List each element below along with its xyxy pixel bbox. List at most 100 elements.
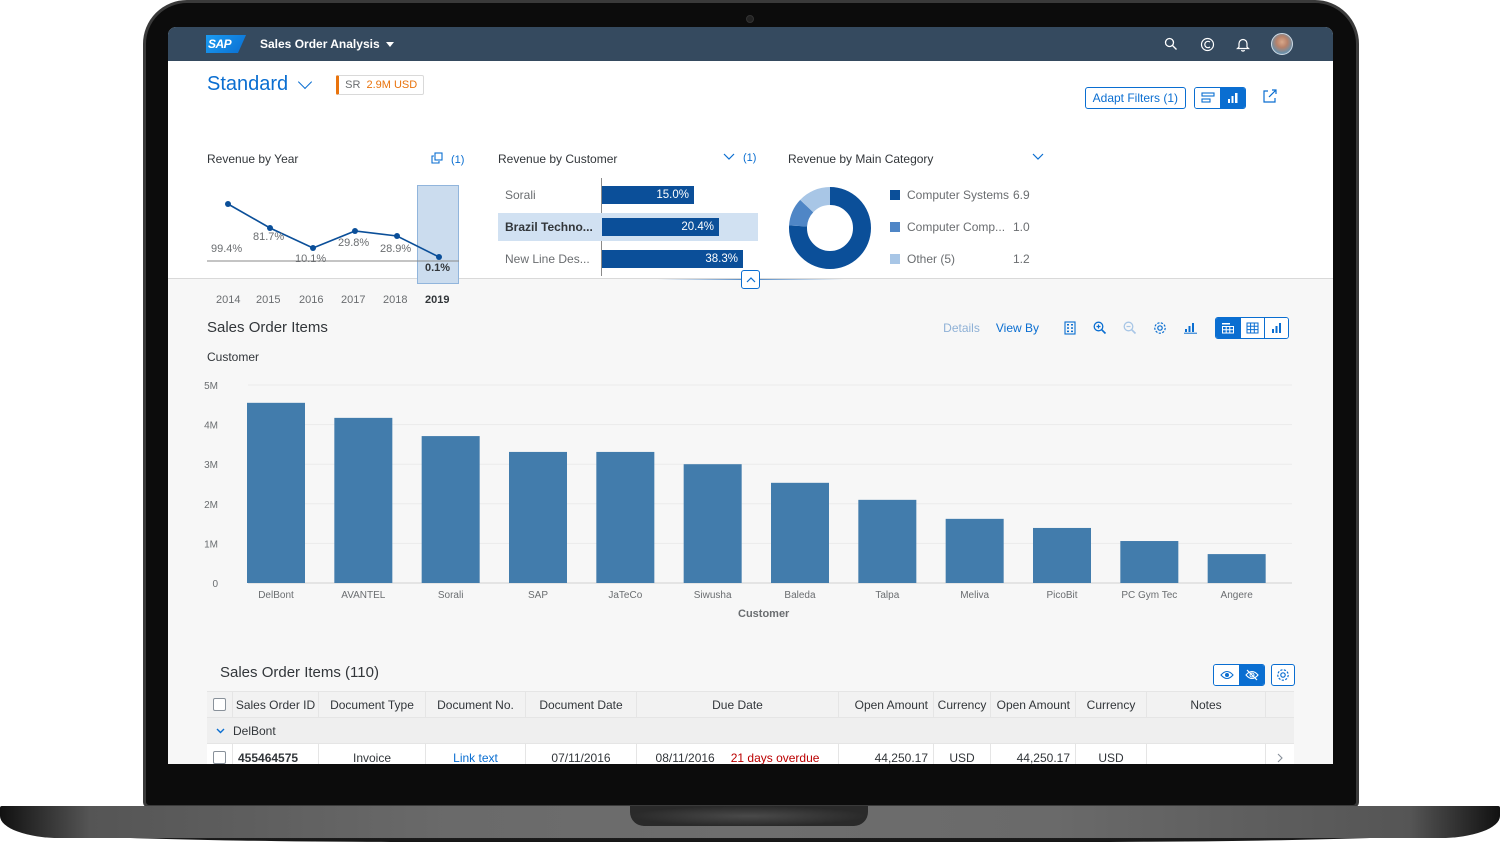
legend-item[interactable]: Other (5) 1.2	[890, 252, 1040, 266]
year-tick: 2015	[256, 294, 281, 306]
document-no-link[interactable]: Link text	[426, 744, 526, 764]
customer-bar-row[interactable]: Sorali 15.0%	[498, 181, 758, 209]
revenue-by-year-card[interactable]: Revenue by Year (1)	[207, 152, 467, 166]
filter-count: (1)	[743, 152, 757, 164]
details-button[interactable]: Details	[943, 321, 980, 335]
legend-item[interactable]: Computer Systems 6.9	[890, 188, 1040, 202]
show-details-eye-icon[interactable]	[1214, 665, 1239, 685]
column-header[interactable]: Notes	[1147, 692, 1266, 717]
select-all-checkbox[interactable]	[213, 698, 226, 711]
revenue-by-customer-chart: Sorali 15.0% Brazil Techno... 20.4% New …	[498, 178, 758, 278]
chevron-down-icon[interactable]	[723, 152, 735, 164]
chart-view-icon[interactable]	[1264, 318, 1288, 338]
customer-bar: 20.4%	[602, 218, 719, 236]
bar[interactable]	[683, 464, 742, 583]
customer-name: Sorali	[505, 188, 536, 202]
kpi-tag[interactable]: SR 2.9M USD	[336, 74, 425, 95]
search-icon[interactable]	[1163, 36, 1179, 52]
column-header[interactable]: Open Amount	[991, 692, 1076, 717]
settings-gear-icon[interactable]	[1145, 317, 1175, 339]
overdue-status: 21 days overdue	[730, 750, 820, 765]
bar[interactable]	[945, 518, 1004, 583]
bar[interactable]	[1033, 527, 1091, 583]
column-header[interactable]: Open Amount	[839, 692, 934, 717]
column-header[interactable]: Due Date	[637, 692, 839, 717]
y-axis-tick: 3M	[204, 460, 218, 471]
zoom-out-icon[interactable]	[1115, 317, 1145, 339]
chevron-down-icon[interactable]	[1032, 152, 1044, 164]
customer-bar-row[interactable]: New Line Des... 38.3%	[498, 245, 758, 273]
y-axis-tick: 4M	[204, 421, 218, 432]
column-header[interactable]: Document Type	[319, 692, 426, 717]
currency: USD	[1076, 744, 1147, 764]
column-header[interactable]: Document Date	[526, 692, 637, 717]
notification-bell-icon[interactable]	[1235, 36, 1251, 52]
column-header[interactable]: Currency	[934, 692, 991, 717]
customer-bar-row-selected[interactable]: Brazil Techno... 20.4%	[498, 213, 758, 241]
donut-chart[interactable]	[788, 186, 872, 270]
notes	[1147, 744, 1266, 764]
year-tick-selected: 2019	[425, 294, 450, 306]
sap-logo[interactable]: SAP	[206, 35, 246, 53]
app-title-menu[interactable]: Sales Order Analysis	[260, 37, 394, 51]
bar[interactable]	[509, 451, 567, 583]
bar[interactable]	[334, 417, 393, 583]
sales-order-items-table: Sales Order ID Document Type Document No…	[207, 691, 1294, 764]
table-view-icon[interactable]	[1240, 318, 1264, 338]
bar[interactable]	[247, 402, 305, 583]
card-title: Revenue by Main Category	[788, 152, 934, 166]
variant-title[interactable]: Standard	[207, 73, 289, 95]
view-by-button[interactable]: View By	[995, 321, 1039, 335]
legend-value: 1.2	[1013, 252, 1030, 266]
column-header[interactable]: Currency	[1076, 692, 1147, 717]
chevron-down-icon[interactable]	[298, 74, 313, 89]
copy-icon[interactable]	[431, 152, 443, 167]
y-axis-tick: 2M	[204, 500, 218, 511]
legend-icon[interactable]	[1055, 317, 1085, 339]
legend-item[interactable]: Computer Comp... 1.0	[890, 220, 1040, 234]
bar[interactable]	[421, 436, 480, 583]
row-navigation-chevron-right-icon[interactable]	[1266, 744, 1294, 764]
card-title: Revenue by Year	[207, 152, 299, 166]
group-header-row[interactable]: DelBont	[207, 718, 1294, 744]
revenue-by-year-chart[interactable]: 99.4% 81.7% 10.1% 29.8% 28.9% 0.1% 2014 …	[207, 173, 462, 306]
row-checkbox[interactable]	[213, 751, 226, 764]
group-label: DelBont	[233, 723, 276, 738]
app-title: Sales Order Analysis	[260, 37, 380, 51]
column-header[interactable]: Sales Order ID	[233, 692, 319, 717]
legend-label: Computer Systems	[907, 188, 1010, 202]
customer-bar-chart[interactable]: 0 1M 2M 3M 4M 5M DelBont AVANTEL Sorali SAP JaTeCo…	[198, 377, 1298, 627]
table-settings-gear-icon[interactable]	[1271, 664, 1295, 686]
header-list-view-icon[interactable]	[1195, 88, 1220, 108]
legend-label: Other (5)	[907, 252, 956, 266]
y-axis-tick: 1M	[204, 539, 218, 550]
header-chart-view-icon[interactable]	[1220, 88, 1245, 108]
bar[interactable]	[771, 482, 829, 583]
adapt-filters-button[interactable]: Adapt Filters (1)	[1084, 87, 1186, 109]
table-row[interactable]: 455464575 Invoice Link text 07/11/2016 0…	[207, 744, 1294, 764]
bar[interactable]	[858, 499, 917, 583]
chevron-down-icon[interactable]	[207, 728, 233, 734]
user-avatar[interactable]	[1271, 33, 1293, 55]
chart-and-table-view-icon[interactable]	[1216, 318, 1240, 338]
copilot-icon[interactable]	[1199, 36, 1215, 52]
y-axis-tick: 0	[212, 579, 218, 590]
x-axis-tick: PC Gym Tec	[1121, 590, 1177, 601]
year-tick: 2018	[383, 294, 408, 306]
legend-swatch	[890, 222, 900, 232]
column-header[interactable]: Document No.	[426, 692, 526, 717]
revenue-by-category-card[interactable]: Revenue by Main Category Computer System…	[788, 152, 1048, 269]
bar[interactable]	[1120, 541, 1179, 583]
collapse-header-button[interactable]	[741, 270, 760, 289]
bar[interactable]	[596, 451, 655, 583]
share-icon[interactable]	[1262, 88, 1278, 109]
zoom-in-icon[interactable]	[1085, 317, 1115, 339]
shell-bar: SAP Sales Order Analysis	[168, 27, 1333, 61]
point-label: 28.9%	[380, 243, 412, 255]
revenue-by-customer-card[interactable]: Revenue by Customer (1) Sorali 15.0% Bra…	[498, 152, 758, 276]
bar[interactable]	[1207, 554, 1266, 583]
legend-swatch	[890, 190, 900, 200]
chart-type-icon[interactable]	[1175, 317, 1205, 339]
hide-details-eye-slash-icon[interactable]	[1239, 665, 1264, 685]
